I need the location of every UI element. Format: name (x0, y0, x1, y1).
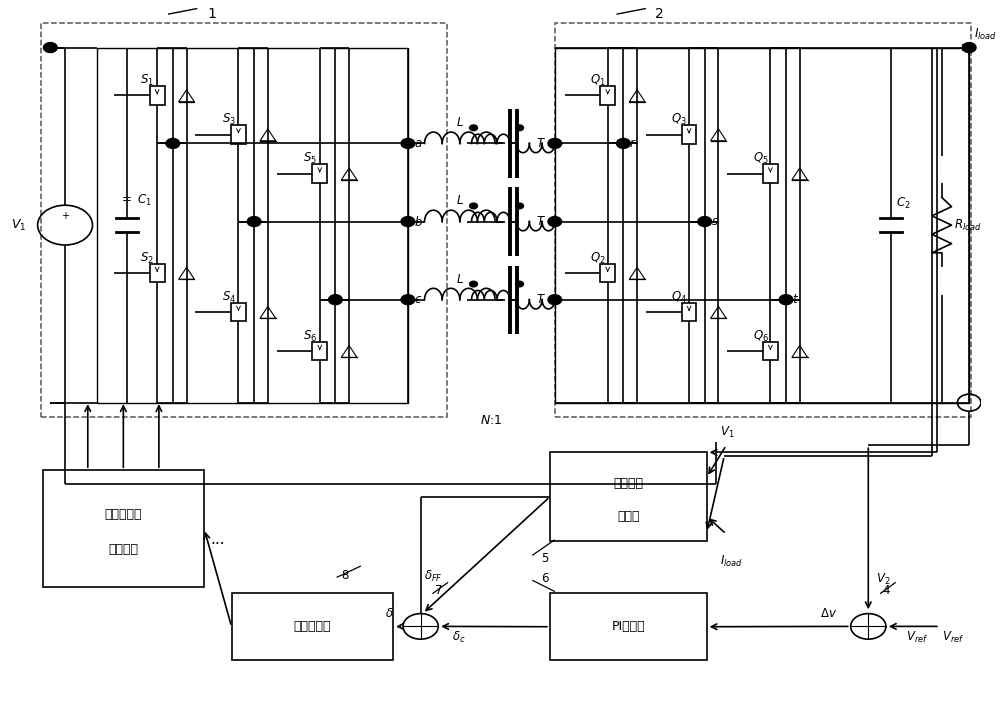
Circle shape (329, 294, 342, 304)
Text: $S_{3}$: $S_{3}$ (222, 112, 236, 127)
Bar (600, 86, 615, 105)
Text: $T$: $T$ (536, 215, 546, 228)
Text: $V_1$: $V_1$ (11, 217, 26, 232)
Bar (150, 86, 165, 105)
Text: $r$: $r$ (629, 137, 637, 150)
Circle shape (44, 43, 57, 53)
Text: $S_{6}$: $S_{6}$ (303, 329, 317, 344)
Text: $V_{ref}$: $V_{ref}$ (906, 630, 928, 645)
Text: $I_{load}$: $I_{load}$ (720, 554, 743, 569)
Bar (232, 593, 393, 660)
Circle shape (548, 294, 562, 304)
Text: $a$: $a$ (414, 137, 422, 150)
Bar (682, 125, 696, 144)
Circle shape (247, 217, 261, 227)
Bar (150, 264, 165, 282)
Circle shape (166, 138, 180, 148)
Text: $I_{load}$: $I_{load}$ (974, 27, 997, 42)
Circle shape (516, 125, 523, 130)
Text: $\delta_c$: $\delta_c$ (452, 630, 466, 645)
Text: 7: 7 (435, 585, 442, 597)
Bar (43, 470, 204, 588)
Circle shape (516, 281, 523, 287)
Text: 1: 1 (208, 7, 216, 21)
Text: $Q_{4}$: $Q_{4}$ (671, 289, 687, 304)
Text: $S_{1}$: $S_{1}$ (140, 73, 154, 88)
Circle shape (401, 138, 415, 148)
Text: 2: 2 (655, 7, 664, 21)
Text: 功率开关管: 功率开关管 (105, 508, 142, 521)
Circle shape (516, 203, 523, 209)
Bar (312, 165, 327, 183)
Text: $R_{load}$: $R_{load}$ (954, 217, 981, 232)
Text: $c$: $c$ (414, 293, 422, 306)
Bar (763, 342, 778, 360)
Circle shape (548, 138, 562, 148)
Text: $L$: $L$ (456, 195, 464, 207)
Circle shape (401, 294, 415, 304)
Text: $\delta$: $\delta$ (385, 607, 393, 620)
Text: $S_{2}$: $S_{2}$ (140, 250, 154, 266)
Text: $T$: $T$ (536, 137, 546, 150)
Bar (555, 48, 969, 403)
Text: $\Delta v$: $\Delta v$ (820, 607, 837, 620)
Text: $V_2$: $V_2$ (876, 573, 891, 588)
Text: 5: 5 (541, 553, 549, 565)
Text: $V_{ref}$: $V_{ref}$ (942, 630, 964, 645)
Text: $Q_{5}$: $Q_{5}$ (753, 151, 768, 166)
Text: $S_{5}$: $S_{5}$ (303, 151, 317, 166)
Text: 8: 8 (341, 569, 348, 582)
Text: $N$:1: $N$:1 (480, 414, 502, 427)
Text: $b$: $b$ (414, 215, 423, 229)
Text: $\delta_{FF}$: $\delta_{FF}$ (424, 569, 442, 584)
Bar (763, 165, 778, 183)
Bar (555, 23, 971, 417)
Text: ...: ... (211, 532, 225, 547)
Circle shape (779, 294, 793, 304)
Bar (600, 264, 615, 282)
Text: $S_{4}$: $S_{4}$ (222, 289, 236, 304)
Text: $Q_{2}$: $Q_{2}$ (590, 250, 606, 266)
Text: $L$: $L$ (456, 116, 464, 129)
Text: +: + (61, 211, 69, 221)
Text: 负载前馈: 负载前馈 (613, 477, 643, 490)
Text: $T$: $T$ (536, 293, 546, 306)
Bar (97, 48, 408, 403)
Text: $C_2$: $C_2$ (896, 196, 910, 211)
Text: $s$: $s$ (711, 215, 718, 228)
Bar (41, 23, 447, 417)
Text: 补偿器: 补偿器 (617, 510, 640, 523)
Bar (682, 303, 696, 322)
Circle shape (470, 203, 477, 209)
Text: 4: 4 (882, 585, 890, 597)
Circle shape (470, 281, 477, 287)
Bar (231, 303, 246, 322)
Bar (550, 593, 707, 660)
Circle shape (698, 217, 712, 227)
Text: 驱动信号: 驱动信号 (108, 543, 138, 556)
Text: PI调节器: PI调节器 (611, 620, 645, 633)
Circle shape (401, 217, 415, 227)
Circle shape (617, 138, 630, 148)
Text: 移相调制器: 移相调制器 (294, 620, 331, 633)
Bar (231, 125, 246, 144)
Circle shape (962, 43, 976, 53)
Text: $L$: $L$ (456, 272, 464, 286)
Circle shape (548, 217, 562, 227)
Text: $t$: $t$ (792, 293, 799, 306)
Bar (312, 342, 327, 360)
Text: $V_1$: $V_1$ (720, 424, 735, 440)
Circle shape (470, 125, 477, 130)
Text: $Q_{6}$: $Q_{6}$ (753, 329, 769, 344)
Text: $Q_{1}$: $Q_{1}$ (590, 73, 606, 88)
Text: $Q_{3}$: $Q_{3}$ (671, 112, 687, 127)
Text: 6: 6 (541, 573, 549, 585)
Bar (550, 452, 707, 541)
Text: $=\ C_1$: $=\ C_1$ (119, 193, 152, 207)
